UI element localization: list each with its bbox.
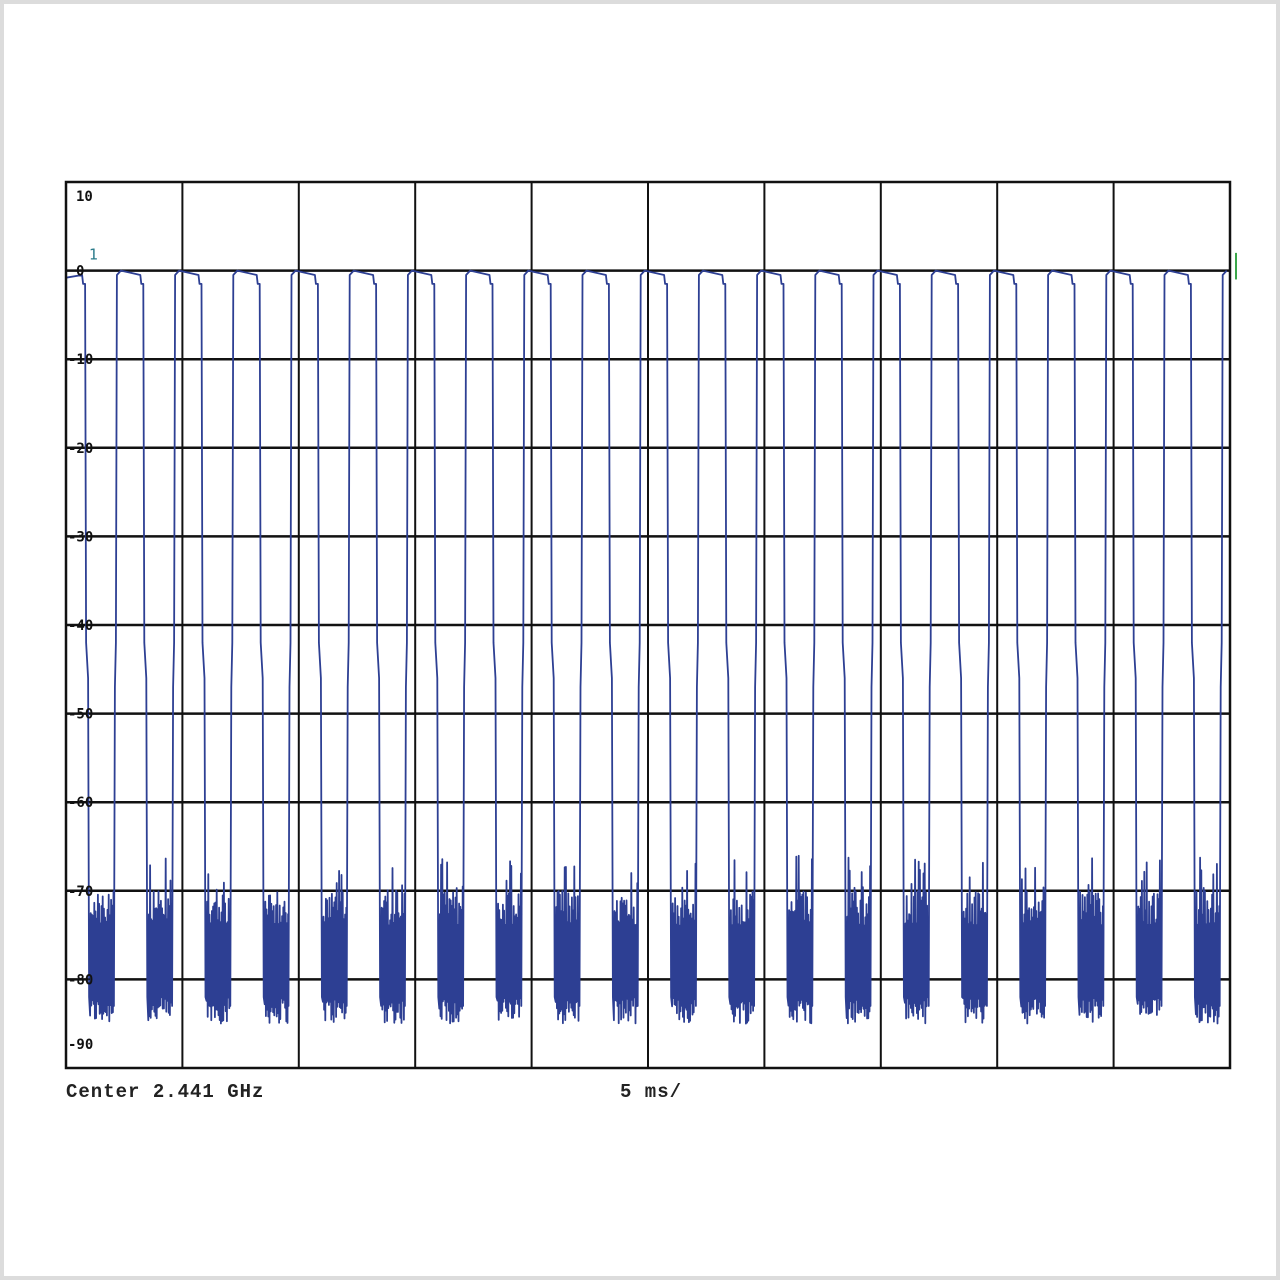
sweep-time-label: 5 ms/ <box>620 1081 682 1103</box>
y-tick-label: -70 <box>68 884 93 900</box>
y-tick-label: 10 <box>76 189 93 205</box>
y-tick-label: -80 <box>68 972 93 988</box>
y-tick-label: -90 <box>68 1037 93 1053</box>
chart: 10 0 -10 -20 -30 -40 -50 -60 -70 -80 -90 1 Center … <box>64 180 1237 1103</box>
center-frequency-label: Center 2.441 GHz <box>66 1081 264 1103</box>
marker-label: 1 <box>89 246 98 264</box>
y-tick-label: -20 <box>68 441 93 457</box>
trace-group <box>65 269 1228 1025</box>
trace <box>65 269 1228 1025</box>
y-tick-label: 0 <box>76 264 84 280</box>
grid <box>66 182 1230 1068</box>
y-tick-label: -10 <box>68 352 93 368</box>
y-tick-label: -30 <box>68 529 93 545</box>
y-tick-label: -60 <box>68 795 93 811</box>
y-tick-label: -50 <box>68 707 93 723</box>
plot-frame <box>64 180 1232 1070</box>
y-tick-labels: 10 0 -10 -20 -30 -40 -50 -60 -70 -80 -90 <box>68 189 93 1053</box>
y-tick-label: -40 <box>68 618 93 634</box>
